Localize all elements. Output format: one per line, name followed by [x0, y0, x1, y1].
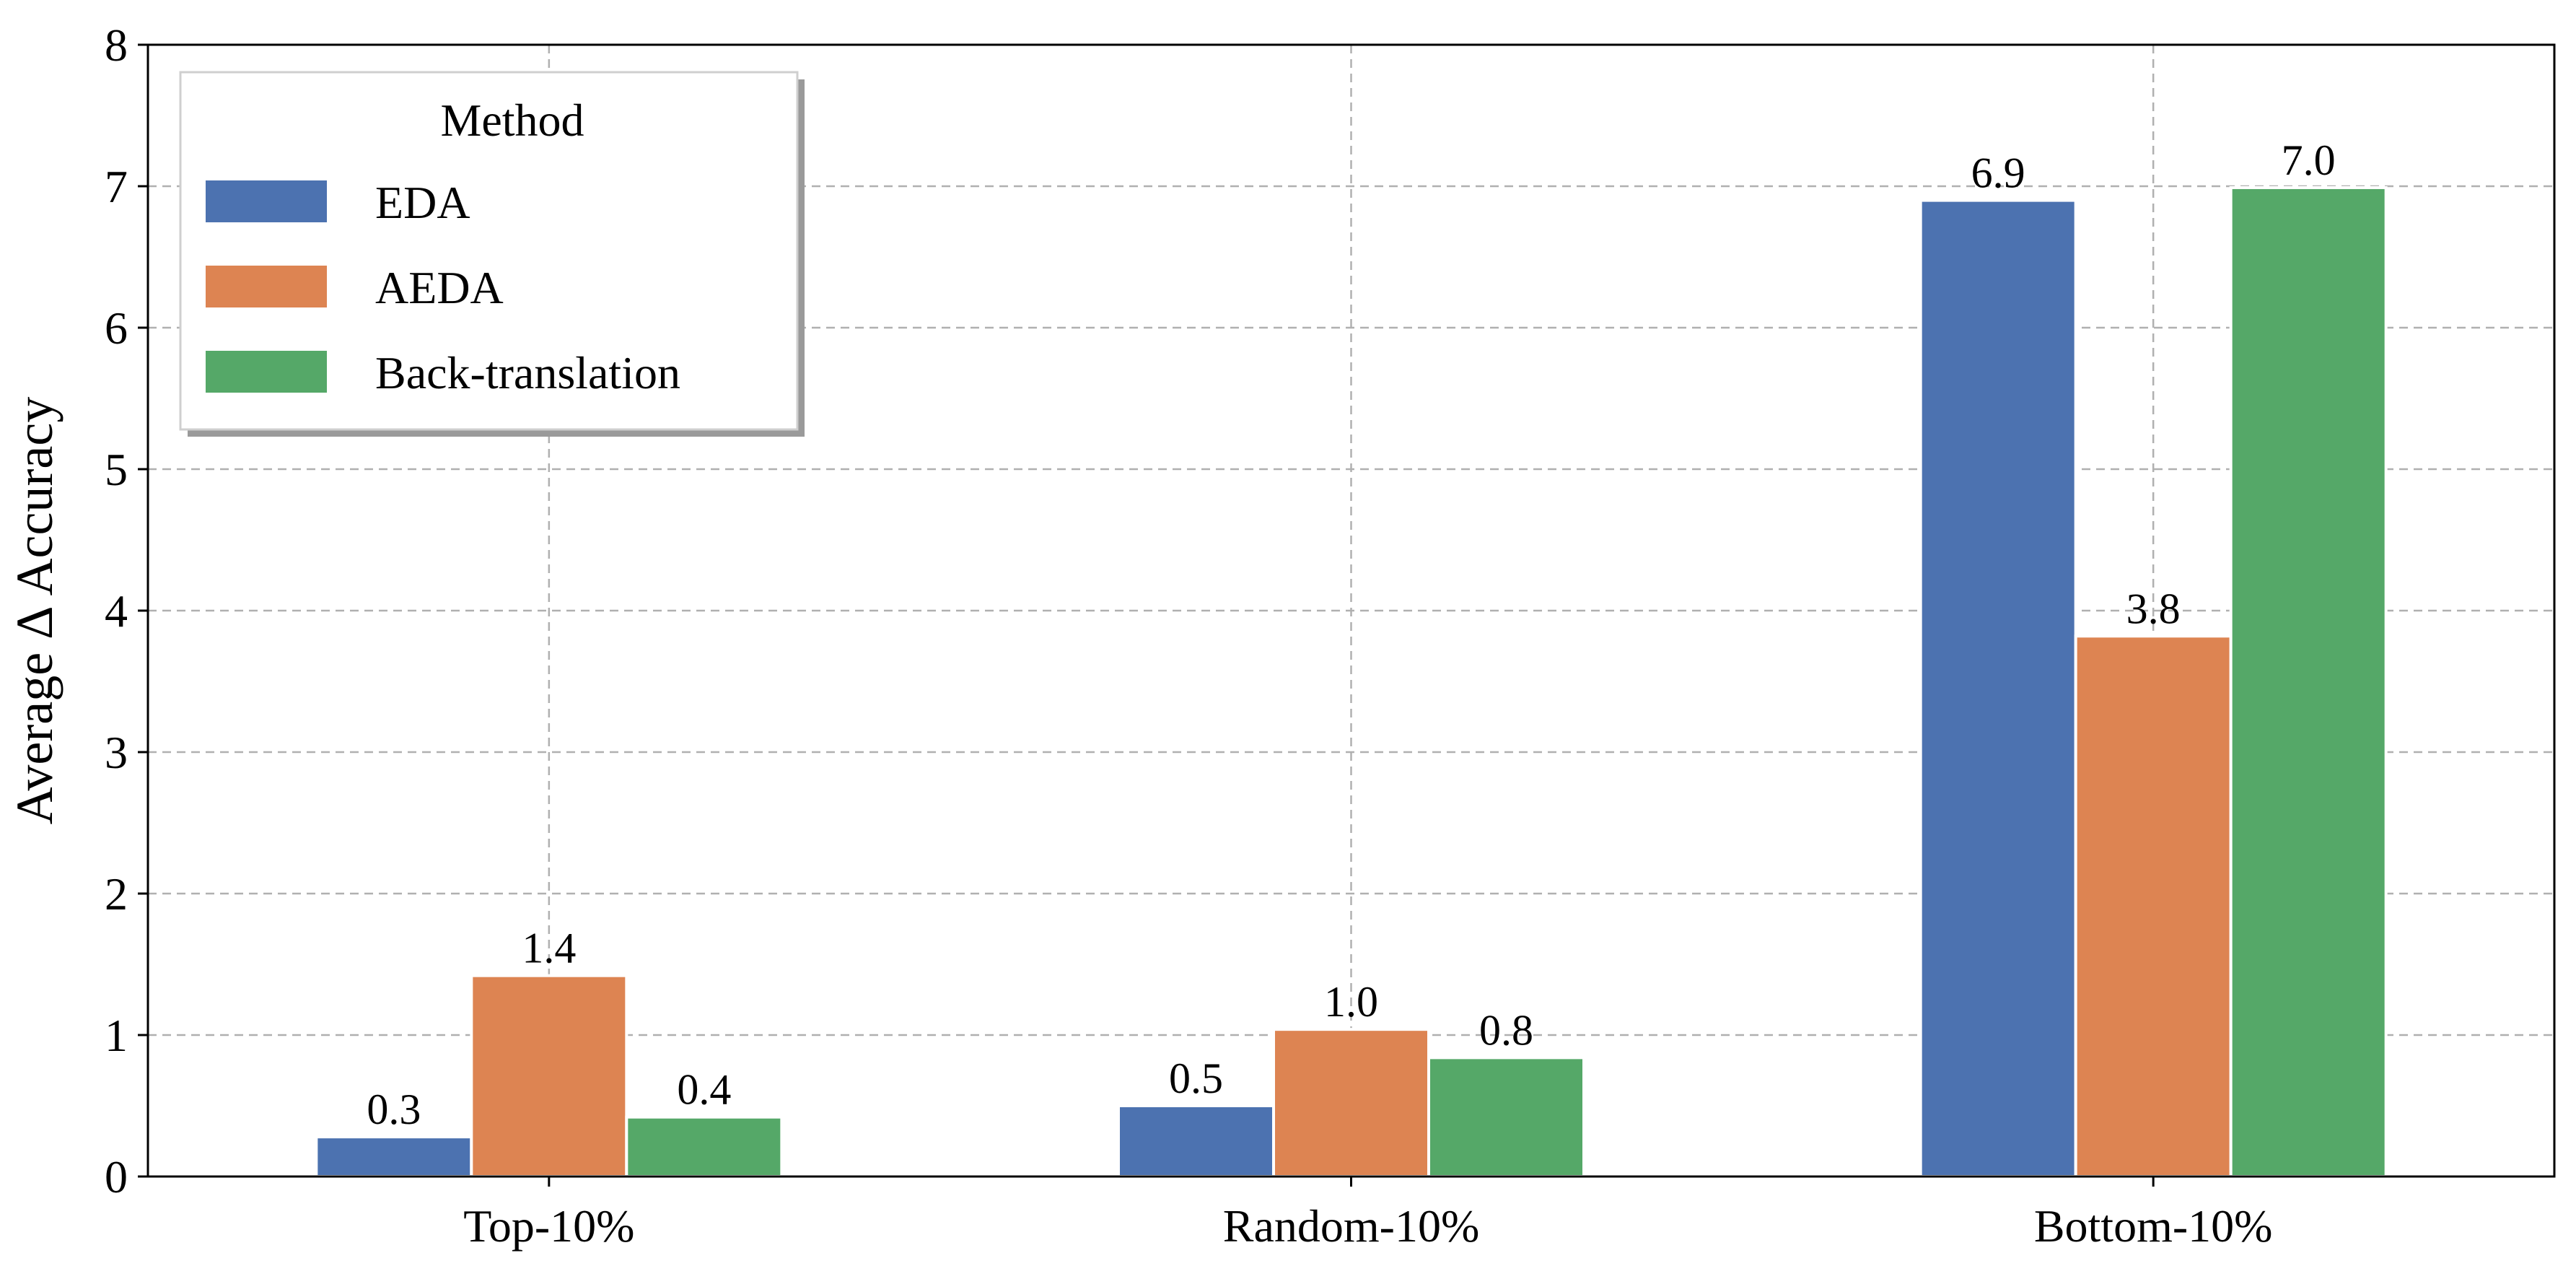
- legend-swatch: [206, 266, 327, 307]
- bar-value-label: 0.3: [367, 1086, 421, 1133]
- bar: [315, 1135, 473, 1178]
- y-tick-label: 7: [105, 161, 128, 212]
- bar: [1919, 198, 2077, 1179]
- y-tick-label: 3: [105, 727, 128, 778]
- bar-value-label: 0.8: [1479, 1006, 1533, 1054]
- bar: [1117, 1104, 1275, 1178]
- bar-value-label: 1.0: [1324, 978, 1378, 1026]
- legend-items: EDA AEDA Back-translation: [206, 177, 680, 398]
- bar-value-label: 1.4: [522, 925, 576, 972]
- x-tick-label: Random-10%: [1223, 1200, 1480, 1252]
- legend-title: Method: [440, 95, 584, 146]
- bar: [1427, 1056, 1585, 1178]
- bar-value-label: 6.9: [1971, 149, 2025, 197]
- y-tick-label: 6: [105, 302, 128, 354]
- data-labels: 0.3 0.5 6.9 1.4 1.0 3.8 0.4 0.8 7.0: [367, 136, 2335, 1133]
- legend-label: Back-translation: [375, 347, 680, 398]
- y-tick-label: 5: [105, 444, 128, 495]
- y-tick-label: 1: [105, 1010, 128, 1061]
- y-tick-label: 0: [105, 1151, 128, 1202]
- x-tick-label: Bottom-10%: [2034, 1200, 2273, 1252]
- bar: [2074, 634, 2233, 1178]
- legend: Method EDA AEDA Back-translation: [179, 71, 805, 437]
- bars: [315, 185, 2388, 1179]
- legend-label: EDA: [375, 177, 470, 228]
- legend-swatch: [206, 180, 327, 222]
- legend-label: AEDA: [375, 262, 504, 313]
- bar: [470, 974, 628, 1179]
- bar-value-label: 7.0: [2282, 136, 2336, 184]
- bar-value-label: 0.5: [1169, 1055, 1223, 1102]
- x-tick-label: Top-10%: [463, 1200, 634, 1252]
- bar-value-label: 0.4: [677, 1066, 731, 1114]
- bar: [2229, 185, 2388, 1179]
- y-axis: 0 1 2 3 4 5 6 7 8: [105, 19, 148, 1202]
- legend-swatch: [206, 351, 327, 393]
- x-axis: Top-10% Random-10% Bottom-10%: [463, 1177, 2272, 1252]
- y-tick-label: 4: [105, 585, 128, 637]
- bar: [1272, 1028, 1430, 1179]
- bar: [625, 1115, 784, 1179]
- y-tick-label: 2: [105, 868, 128, 920]
- bar-value-label: 3.8: [2126, 585, 2181, 632]
- y-axis-title: Average Δ Accuracy: [6, 397, 63, 825]
- y-tick-label: 8: [105, 19, 128, 71]
